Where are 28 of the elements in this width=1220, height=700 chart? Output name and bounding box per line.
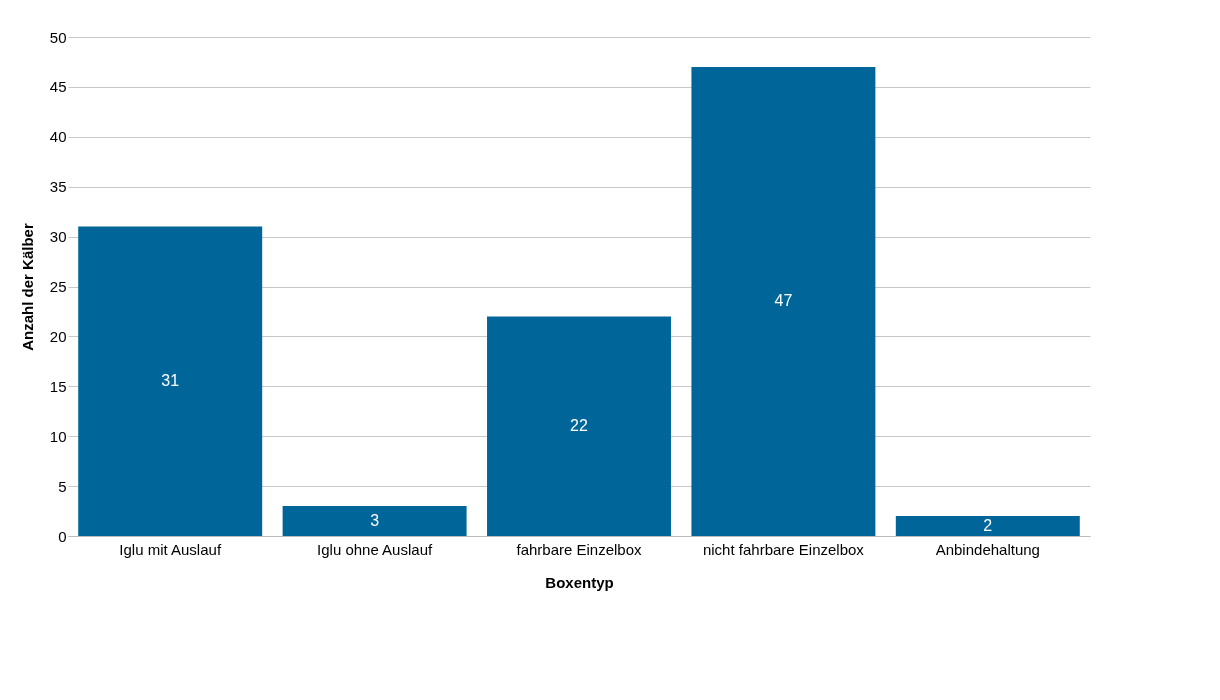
data-label: 2 [983,517,993,535]
y-tick-label: 5 [58,477,67,495]
y-tick-label: 20 [49,327,67,345]
x-tick-label: Iglu mit Auslauf [119,540,222,558]
y-tick-label: 10 [49,427,67,445]
bar [78,226,263,536]
bar [895,516,1080,536]
y-tick-label: 30 [49,228,67,246]
bar [691,66,876,536]
y-axis-title: Anzahl der Kälber [18,223,36,351]
bar [282,506,467,536]
y-tick-label: 40 [49,128,67,146]
data-label: 3 [370,512,380,530]
y-tick-label: 15 [49,377,67,395]
y-tick-label: 35 [49,178,67,196]
y-tick-label: 50 [49,28,67,46]
data-label: 31 [161,372,180,390]
x-tick-label: nicht fahrbare Einzelbox [702,540,865,558]
y-tick-label: 25 [49,278,67,295]
x-tick-label: fahrbare Einzelbox [516,540,643,558]
y-tick-label: 0 [58,527,67,545]
data-label: 22 [570,417,588,435]
bar [487,316,671,536]
x-tick-label: Anbindehaltung [935,540,1040,558]
x-tick-label: Iglu ohne Auslauf [317,540,433,558]
y-tick-label: 45 [49,78,67,96]
x-axis-title: Boxentyp [545,573,614,591]
data-label: 47 [774,292,793,310]
